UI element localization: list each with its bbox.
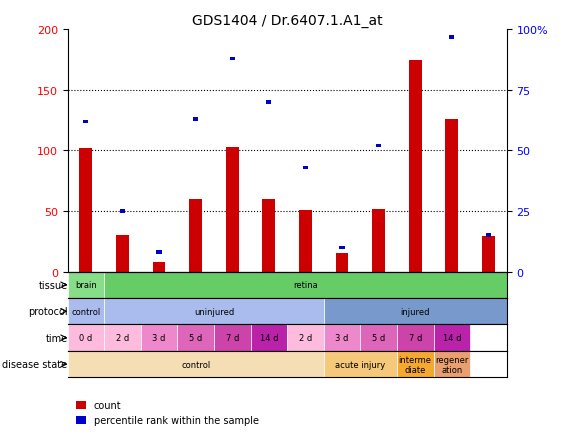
FancyBboxPatch shape — [177, 325, 214, 351]
Bar — [445, 120, 458, 272]
FancyBboxPatch shape — [104, 272, 507, 298]
FancyBboxPatch shape — [324, 351, 397, 378]
FancyBboxPatch shape — [324, 298, 507, 325]
Bar — [189, 200, 202, 272]
FancyBboxPatch shape — [214, 325, 251, 351]
Bar — [120, 210, 125, 214]
Bar — [157, 251, 162, 254]
FancyBboxPatch shape — [251, 325, 287, 351]
FancyBboxPatch shape — [287, 325, 324, 351]
Text: uninjured: uninjured — [194, 307, 234, 316]
Text: 5 d: 5 d — [372, 333, 385, 342]
Text: control: control — [72, 307, 100, 316]
Bar — [339, 246, 345, 250]
Title: GDS1404 / Dr.6407.1.A1_at: GDS1404 / Dr.6407.1.A1_at — [192, 14, 382, 28]
Text: 3 d: 3 d — [336, 333, 348, 342]
Bar — [230, 58, 235, 61]
Bar — [266, 101, 271, 105]
Text: protocol: protocol — [28, 306, 68, 316]
FancyBboxPatch shape — [68, 351, 324, 378]
Bar — [486, 234, 491, 237]
FancyBboxPatch shape — [324, 325, 360, 351]
Text: 0 d: 0 d — [79, 333, 92, 342]
FancyBboxPatch shape — [397, 351, 434, 378]
FancyBboxPatch shape — [360, 325, 397, 351]
Text: retina: retina — [293, 281, 318, 289]
Text: 14 d: 14 d — [443, 333, 461, 342]
FancyBboxPatch shape — [68, 272, 104, 298]
Text: regener
ation: regener ation — [435, 355, 468, 374]
Bar — [336, 254, 348, 272]
Bar — [116, 236, 129, 272]
Text: injured: injured — [400, 307, 430, 316]
Text: 3 d: 3 d — [153, 333, 166, 342]
Bar — [409, 61, 422, 272]
FancyBboxPatch shape — [104, 298, 324, 325]
Bar — [376, 145, 381, 148]
Bar — [79, 149, 92, 272]
Text: acute injury: acute injury — [335, 360, 386, 369]
FancyBboxPatch shape — [68, 325, 104, 351]
FancyBboxPatch shape — [434, 351, 470, 378]
Bar — [262, 200, 275, 272]
Text: interme
diate: interme diate — [399, 355, 432, 374]
Text: 7 d: 7 d — [226, 333, 239, 342]
FancyBboxPatch shape — [104, 325, 141, 351]
Text: brain: brain — [75, 281, 97, 289]
FancyBboxPatch shape — [68, 298, 104, 325]
Bar — [153, 262, 166, 272]
Bar — [303, 166, 308, 170]
FancyBboxPatch shape — [434, 325, 470, 351]
Text: time: time — [46, 333, 68, 343]
Text: 5 d: 5 d — [189, 333, 202, 342]
Bar — [413, 14, 418, 18]
Bar — [193, 118, 198, 122]
Text: disease state: disease state — [2, 359, 68, 369]
Bar — [372, 209, 385, 272]
Bar — [449, 36, 454, 39]
Text: 2 d: 2 d — [116, 333, 129, 342]
FancyBboxPatch shape — [141, 325, 177, 351]
Text: tissue: tissue — [38, 280, 68, 290]
Bar — [299, 210, 312, 272]
Bar — [83, 120, 88, 124]
FancyBboxPatch shape — [397, 325, 434, 351]
Text: 2 d: 2 d — [299, 333, 312, 342]
Bar — [226, 148, 239, 272]
Legend: count, percentile rank within the sample: count, percentile rank within the sample — [73, 397, 263, 429]
Text: control: control — [181, 360, 210, 369]
Text: 7 d: 7 d — [409, 333, 422, 342]
Bar — [482, 237, 495, 272]
Text: 14 d: 14 d — [260, 333, 278, 342]
